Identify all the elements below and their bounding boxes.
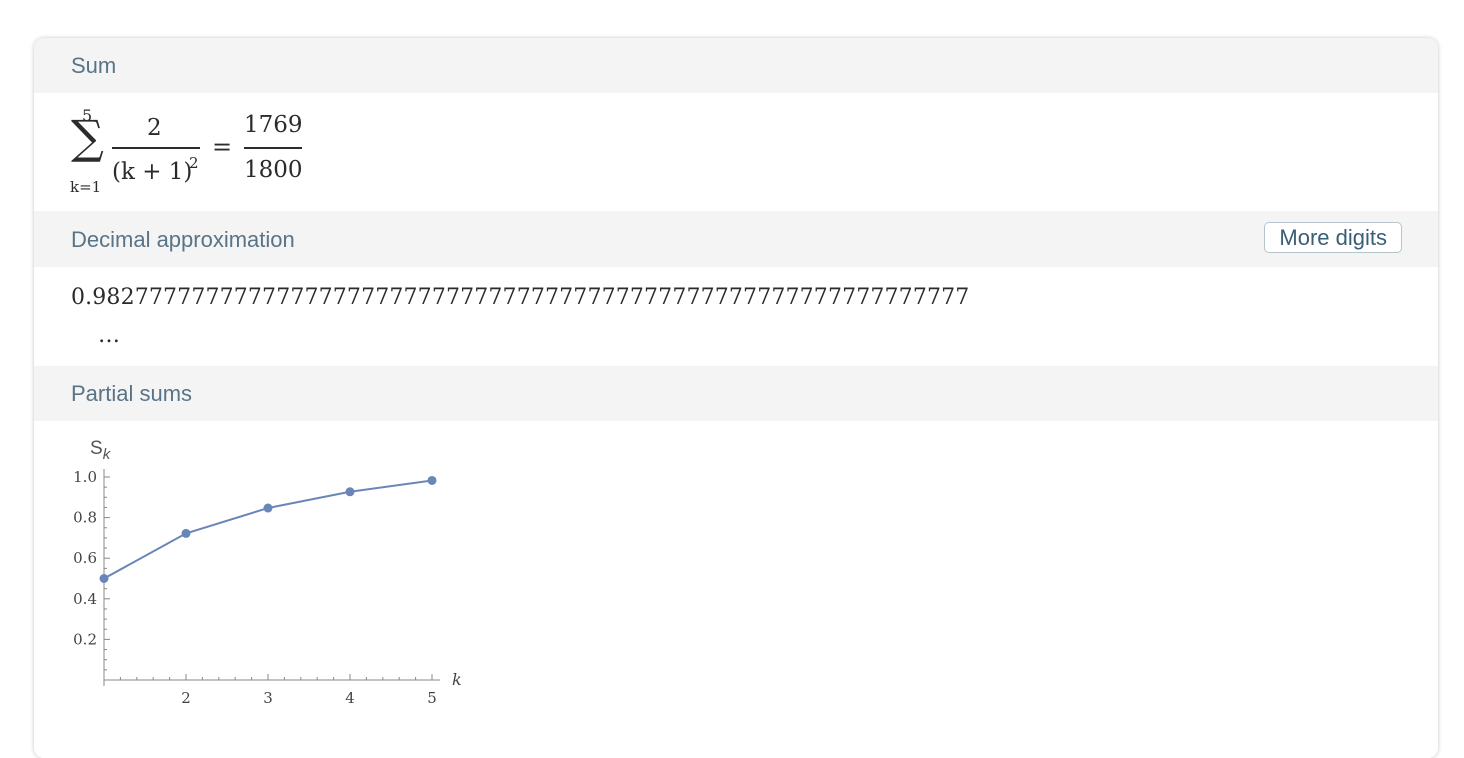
y-tick-label: 0.2: [73, 630, 97, 648]
sum-lower-limit: k=1: [70, 178, 102, 196]
x-tick-label: 2: [181, 689, 191, 707]
sum-formula: 5 ∑ k=1 2 (k + 1) 2 = 1769 1800: [34, 93, 1438, 211]
sum-pod-header: Sum: [34, 38, 1438, 93]
data-point: [345, 487, 355, 497]
y-tick-label: 0.4: [73, 590, 97, 608]
fraction-bar: [112, 147, 200, 149]
decimal-value-area: 0.98277777777777777777777777777777777777…: [34, 267, 1438, 366]
decimal-ellipsis: …: [98, 323, 120, 348]
sum-upper-limit: 5: [82, 106, 93, 125]
data-point: [181, 528, 191, 538]
data-point: [99, 574, 109, 583]
data-point: [427, 475, 437, 485]
fraction-exponent: 2: [189, 154, 199, 172]
partial-pod-title: Partial sums: [71, 381, 193, 406]
series-line: [103, 479, 433, 580]
partial-pod-header: Partial sums: [34, 366, 1438, 421]
equals-sign: =: [212, 133, 233, 161]
decimal-value: 0.98277777777777777777777777777777777777…: [71, 285, 970, 310]
decimal-pod-header: Decimal approximation More digits: [34, 211, 1438, 267]
sum-pod-title: Sum: [71, 53, 117, 78]
partial-sums-chart: 2 3 4 5 0.2 0.4 0.6 0.8 1.0 Sk k: [73, 438, 462, 707]
y-tick-label: 1.0: [73, 468, 97, 486]
y-tick-label: 0.8: [73, 509, 97, 527]
y-axis-label: Sk: [90, 438, 112, 463]
sum-sigma: ∑: [71, 110, 104, 164]
x-tick-label: 4: [345, 689, 355, 707]
result-fraction-bar: [244, 147, 302, 149]
fraction-numerator: 2: [147, 115, 162, 141]
result-numerator: 1769: [244, 112, 303, 138]
more-digits-button[interactable]: More digits: [1264, 222, 1402, 253]
result-denominator: 1800: [244, 157, 303, 183]
x-tick-label: 5: [427, 689, 437, 707]
result-card: Sum 5 ∑ k=1 2 (k + 1) 2 = 1769 1800 Deci…: [34, 38, 1438, 758]
fraction-denominator: (k + 1): [112, 159, 193, 185]
decimal-pod-title: Decimal approximation: [71, 227, 295, 252]
data-point: [263, 503, 273, 513]
x-tick-label: 3: [263, 689, 273, 707]
x-axis-label: k: [452, 670, 462, 689]
y-tick-label: 0.6: [73, 549, 97, 567]
